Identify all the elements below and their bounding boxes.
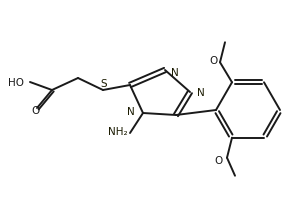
Text: O: O	[215, 155, 223, 165]
Text: HO: HO	[8, 78, 24, 88]
Text: N: N	[171, 68, 179, 78]
Text: S: S	[101, 79, 107, 89]
Text: N: N	[127, 106, 135, 116]
Text: N: N	[197, 88, 205, 98]
Text: O: O	[210, 56, 218, 66]
Text: NH₂: NH₂	[108, 126, 128, 136]
Text: O: O	[31, 105, 39, 115]
